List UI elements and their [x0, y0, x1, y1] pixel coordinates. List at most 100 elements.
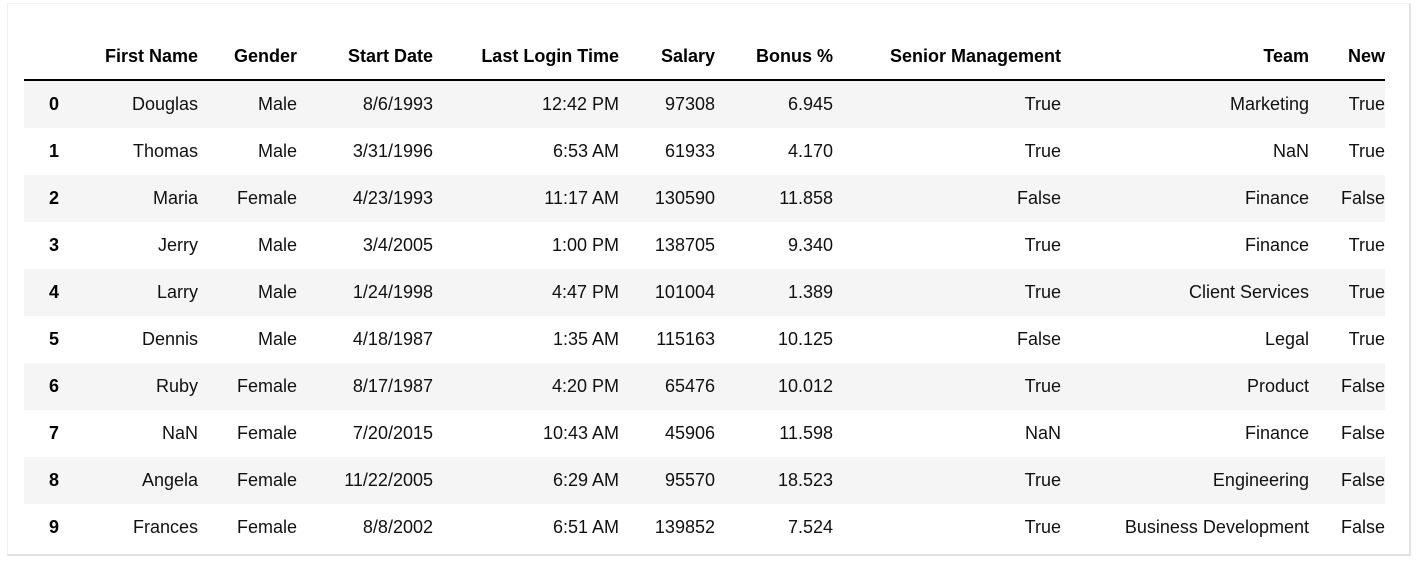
cell-salary: 101004 [654, 282, 715, 302]
table-row: 8 Angela Female 11/22/2005 6:29 AM 95570 18.52… [24, 457, 1385, 504]
row-index: 4 [48, 282, 59, 302]
row-index: 2 [48, 188, 59, 208]
column-header-salary: Salary [619, 34, 715, 81]
cell-new: False [1340, 188, 1385, 208]
cell-team: Engineering [1212, 470, 1309, 490]
cell-bonus: 9.340 [787, 235, 833, 255]
cell-first-name: Maria [152, 188, 198, 208]
row-index: 1 [48, 141, 59, 161]
cell-salary: 115163 [656, 329, 715, 349]
cell-new: True [1348, 329, 1385, 349]
table-row: 5 Dennis Male 4/18/1987 1:35 AM 115163 10.125 F… [24, 316, 1385, 363]
cell-salary: 61933 [664, 141, 715, 161]
table-row: 0 Douglas Male 8/6/1993 12:42 PM 97308 6.945 Tr… [24, 80, 1385, 128]
cell-team: NaN [1272, 141, 1309, 161]
cell-start-date: 8/8/2002 [362, 517, 433, 537]
row-index: 9 [48, 517, 59, 537]
cell-last-login-time: 12:42 PM [541, 94, 619, 114]
cell-start-date: 1/24/1998 [352, 282, 433, 302]
cell-last-login-time: 10:43 AM [542, 423, 619, 443]
cell-start-date: 3/4/2005 [362, 235, 433, 255]
row-index: 8 [48, 470, 59, 490]
cell-first-name: Dennis [141, 329, 198, 349]
cell-bonus: 1.389 [787, 282, 833, 302]
table-row: 1 Thomas Male 3/31/1996 6:53 AM 61933 4.170 Tru… [24, 128, 1385, 175]
cell-gender: Male [257, 235, 297, 255]
cell-first-name: NaN [161, 423, 198, 443]
cell-gender: Female [236, 188, 297, 208]
cell-new: True [1348, 94, 1385, 114]
cell-new: True [1348, 235, 1385, 255]
table-row: 6 Ruby Female 8/17/1987 4:20 PM 65476 10.012 Tr… [24, 363, 1385, 410]
cell-first-name: Larry [156, 282, 198, 302]
cell-team: Marketing [1229, 94, 1309, 114]
dataframe-output: First Name Gender Start Date Last Login … [7, 3, 1411, 556]
table-row: 3 Jerry Male 3/4/2005 1:00 PM 138705 9.340 True… [24, 222, 1385, 269]
cell-senior-management: True [1024, 517, 1061, 537]
cell-new: False [1340, 470, 1385, 490]
cell-last-login-time: 1:00 PM [551, 235, 619, 255]
index-header [24, 34, 84, 81]
cell-bonus: 11.598 [779, 423, 833, 443]
cell-gender: Female [236, 470, 297, 490]
table-header: First Name Gender Start Date Last Login … [24, 34, 1385, 81]
cell-gender: Male [257, 329, 297, 349]
column-header-team: Team [1061, 34, 1309, 81]
cell-last-login-time: 4:20 PM [551, 376, 619, 396]
cell-bonus: 10.012 [777, 376, 833, 396]
column-header-first-name: First Name [84, 34, 198, 81]
cell-team: Finance [1244, 423, 1309, 443]
cell-last-login-time: 11:17 AM [544, 188, 619, 208]
row-index: 7 [48, 423, 59, 443]
cell-senior-management: False [1016, 188, 1061, 208]
column-header-last-login-time: Last Login Time [433, 34, 619, 81]
cell-new: True [1348, 141, 1385, 161]
cell-last-login-time: 1:35 AM [552, 329, 619, 349]
cell-senior-management: True [1024, 235, 1061, 255]
cell-bonus: 10.125 [777, 329, 833, 349]
cell-last-login-time: 4:47 PM [551, 282, 619, 302]
cell-new: True [1348, 282, 1385, 302]
cell-salary: 139852 [654, 517, 715, 537]
table-row: 9 Frances Female 8/8/2002 6:51 AM 139852 7.524… [24, 504, 1385, 551]
cell-senior-management: NaN [1024, 423, 1061, 443]
cell-start-date: 7/20/2015 [352, 423, 433, 443]
cell-start-date: 8/6/1993 [362, 94, 433, 114]
cell-start-date: 11/22/2005 [344, 470, 433, 490]
cell-start-date: 4/18/1987 [352, 329, 433, 349]
cell-salary: 138705 [654, 235, 715, 255]
row-index: 0 [48, 94, 59, 114]
table-row: 2 Maria Female 4/23/1993 11:17 AM 130590 11.85… [24, 175, 1385, 222]
cell-team: Product [1246, 376, 1309, 396]
cell-first-name: Frances [132, 517, 198, 537]
cell-team: Client Services [1188, 282, 1309, 302]
column-header-new: New [1309, 34, 1385, 81]
column-header-senior-management: Senior Management [833, 34, 1061, 81]
cell-gender: Female [236, 376, 297, 396]
cell-new: False [1340, 376, 1385, 396]
cell-start-date: 8/17/1987 [352, 376, 433, 396]
column-header-bonus: Bonus % [715, 34, 833, 81]
cell-bonus: 4.170 [787, 141, 833, 161]
column-header-start-date: Start Date [297, 34, 433, 81]
row-index: 5 [48, 329, 59, 349]
cell-bonus: 18.523 [777, 470, 833, 490]
cell-first-name: Jerry [158, 235, 198, 255]
cell-bonus: 11.858 [779, 188, 833, 208]
cell-senior-management: True [1024, 376, 1061, 396]
cell-senior-management: True [1024, 470, 1061, 490]
cell-salary: 97308 [664, 94, 715, 114]
dataframe-table: First Name Gender Start Date Last Login … [24, 34, 1385, 551]
cell-first-name: Angela [141, 470, 198, 490]
cell-gender: Male [257, 141, 297, 161]
row-index: 6 [48, 376, 59, 396]
cell-first-name: Thomas [132, 141, 198, 161]
cell-first-name: Douglas [131, 94, 198, 114]
cell-salary: 65476 [664, 376, 715, 396]
cell-salary: 130590 [654, 188, 715, 208]
cell-new: False [1340, 517, 1385, 537]
cell-salary: 95570 [664, 470, 715, 490]
cell-salary: 45906 [664, 423, 715, 443]
cell-team: Legal [1264, 329, 1309, 349]
cell-senior-management: False [1016, 329, 1061, 349]
